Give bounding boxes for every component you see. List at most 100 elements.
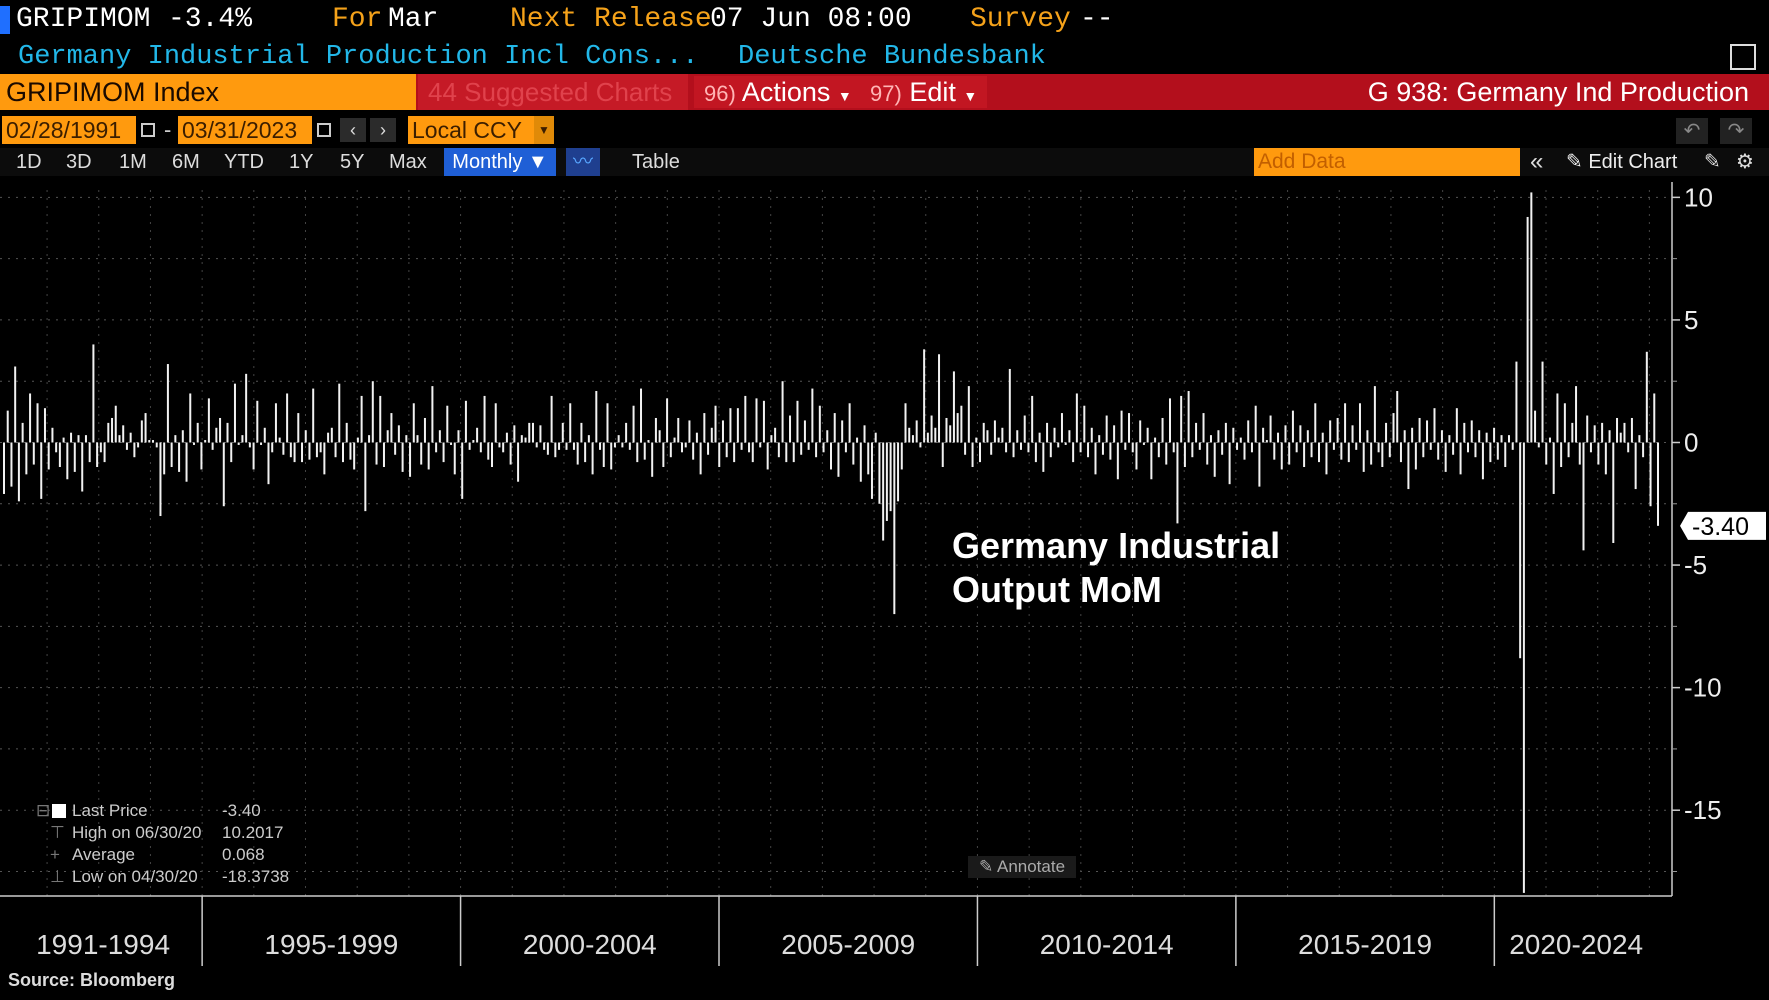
edit-menu[interactable]: 97) Edit ▼ <box>860 76 988 108</box>
bar <box>975 437 978 443</box>
bar <box>1474 442 1477 458</box>
bar <box>1366 430 1369 443</box>
bar <box>904 403 907 443</box>
bar <box>476 427 479 443</box>
currency-select[interactable]: Local CCY <box>408 116 534 144</box>
bar <box>450 442 453 445</box>
bar <box>759 442 762 448</box>
range-1y-button[interactable]: 1Y <box>289 151 314 173</box>
for-period: Mar <box>388 4 439 35</box>
annotate-button[interactable]: ✎ Annotate <box>968 856 1076 878</box>
bar <box>66 442 69 480</box>
range-ytd-button[interactable]: YTD <box>224 151 264 173</box>
bar <box>1265 440 1268 443</box>
legend-low: ⊥ Low on 04/30/20 -18.3738 <box>36 866 316 888</box>
bar <box>163 442 166 475</box>
legend-label: Average <box>72 845 136 864</box>
range-1m-button[interactable]: 1M <box>119 151 147 173</box>
bar <box>915 420 918 443</box>
bar <box>1530 192 1533 443</box>
bar <box>837 442 840 477</box>
bar <box>807 442 810 450</box>
bar <box>1105 415 1108 443</box>
range-max-button[interactable]: Max <box>389 151 427 173</box>
bar <box>1329 420 1332 443</box>
chevron-left-icon[interactable]: ‹ <box>340 118 366 142</box>
actions-number: 96) <box>704 81 736 106</box>
bar <box>1146 427 1149 443</box>
collapse-icon[interactable]: « <box>1530 148 1544 175</box>
bar <box>1418 417 1421 443</box>
bar <box>1351 425 1354 443</box>
bar <box>423 417 426 443</box>
security-input[interactable]: GRIPIMOM Index <box>0 74 416 110</box>
end-date-input[interactable]: 03/31/2023 <box>178 116 312 144</box>
bar <box>587 435 590 443</box>
calendar-icon[interactable] <box>317 123 331 137</box>
table-button[interactable]: Table <box>632 151 680 173</box>
calendar-icon[interactable] <box>141 123 155 137</box>
bar <box>1657 442 1659 526</box>
bar <box>483 395 486 443</box>
bar <box>1455 408 1458 443</box>
bar <box>1157 442 1160 458</box>
bar <box>144 413 147 443</box>
undo-icon[interactable]: ↶ <box>1676 118 1708 144</box>
start-date-input[interactable]: 02/28/1991 <box>2 116 136 144</box>
annotate-label: Annotate <box>996 857 1066 876</box>
bar <box>766 442 769 470</box>
bar <box>565 442 568 450</box>
bar <box>1318 442 1321 463</box>
bar <box>1638 435 1641 443</box>
bar <box>651 442 654 477</box>
bar <box>1321 432 1324 443</box>
chevron-down-icon[interactable]: ▼ <box>534 116 554 144</box>
edit-chart-button[interactable]: ✎ Edit Chart <box>1566 148 1677 176</box>
bar <box>353 442 356 470</box>
bar <box>856 437 859 443</box>
bar <box>867 442 870 475</box>
suggested-charts-button[interactable]: 44 Suggested Charts <box>418 74 688 110</box>
line-chart-icon[interactable]: 〰 <box>566 148 600 176</box>
legend-last-price: ⊟ Last Price -3.40 <box>36 800 316 822</box>
actions-menu[interactable]: 96) Actions ▼ <box>694 76 862 108</box>
bar <box>911 435 914 443</box>
range-6m-button[interactable]: 6M <box>172 151 200 173</box>
gear-icon[interactable]: ⚙ <box>1736 151 1754 173</box>
range-5y-button[interactable]: 5Y <box>340 151 365 173</box>
bar <box>1019 442 1022 450</box>
add-data-input[interactable]: Add Data <box>1254 148 1520 176</box>
bar <box>338 383 341 443</box>
bars <box>3 192 1659 893</box>
bar <box>1139 420 1142 443</box>
bar <box>1399 442 1402 463</box>
bar <box>599 442 602 450</box>
chevron-right-icon[interactable]: › <box>370 118 396 142</box>
bar <box>1332 442 1335 450</box>
frequency-select[interactable]: Monthly ▼ <box>444 148 556 176</box>
bar <box>621 442 624 448</box>
bar <box>889 442 892 512</box>
bar <box>73 442 76 472</box>
redo-icon[interactable]: ↷ <box>1720 118 1752 144</box>
last-value-box <box>1680 511 1766 540</box>
bar <box>789 415 792 443</box>
bar <box>1422 442 1425 458</box>
bar <box>1168 398 1171 443</box>
range-1d-button[interactable]: 1D <box>16 151 42 173</box>
bar <box>1101 442 1104 455</box>
bar <box>997 437 1000 443</box>
bar <box>140 420 143 443</box>
bar <box>1437 442 1440 460</box>
bar <box>256 400 259 443</box>
range-3d-button[interactable]: 3D <box>66 151 92 173</box>
edit-icon[interactable]: ✎ <box>1704 151 1721 173</box>
date-range-row: 02/28/1991 - 03/31/2023 ‹ › Local CCY ▼ … <box>0 116 1769 146</box>
bar <box>1440 430 1443 443</box>
popout-icon[interactable] <box>1730 44 1756 70</box>
bar <box>1273 442 1276 460</box>
collapse-icon[interactable]: ⊟ <box>36 801 51 820</box>
bar <box>32 442 35 465</box>
last-change: -3.4% <box>168 4 253 35</box>
bar <box>427 442 430 470</box>
